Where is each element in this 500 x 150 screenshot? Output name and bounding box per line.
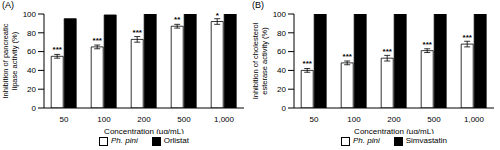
- svg-text:500: 500: [177, 115, 191, 124]
- svg-text:100: 100: [97, 115, 111, 124]
- svg-text:***: ***: [463, 33, 473, 42]
- svg-text:50: 50: [60, 115, 69, 124]
- svg-text:40: 40: [27, 66, 36, 75]
- svg-text:80: 80: [27, 29, 36, 38]
- svg-text:40: 40: [277, 66, 286, 75]
- html-text:(A): (A): [2, 0, 14, 10]
- svg-text:***: ***: [383, 47, 393, 56]
- svg-text:60: 60: [27, 47, 36, 56]
- svg-text:20: 20: [27, 85, 36, 94]
- svg-text:**: **: [174, 15, 181, 24]
- svg-text:1,000: 1,000: [214, 115, 235, 124]
- svg-text:100: 100: [273, 10, 287, 19]
- svg-text:Inhibition of pancreaticlipase: Inhibition of pancreaticlipase activity …: [8, 23, 19, 98]
- svg-text:60: 60: [277, 47, 286, 56]
- svg-text:200: 200: [387, 115, 401, 124]
- svg-text:Inhibition of cholesterolester: Inhibition of cholesterolesterase activi…: [251, 22, 269, 99]
- html-text:Orlistat: Orlistat: [163, 136, 189, 145]
- svg-text:***: ***: [343, 52, 353, 61]
- svg-text:1,000: 1,000: [464, 115, 485, 124]
- svg-text:***: ***: [53, 45, 63, 54]
- svg-text:500: 500: [427, 115, 441, 124]
- svg-text:0: 0: [282, 104, 287, 113]
- svg-text:Concentration (µg/mL): Concentration (µg/mL): [104, 127, 184, 134]
- html-text:Ph. pini: Ph. pini: [353, 136, 380, 145]
- svg-text:20: 20: [277, 85, 286, 94]
- svg-text:50: 50: [310, 115, 319, 124]
- html-text:Simvastatin: Simvastatin: [405, 136, 447, 145]
- svg-text:200: 200: [137, 115, 151, 124]
- svg-text:*: *: [216, 11, 220, 20]
- svg-text:***: ***: [133, 28, 143, 37]
- svg-text:80: 80: [277, 29, 286, 38]
- svg-text:100: 100: [347, 115, 361, 124]
- svg-text:***: ***: [423, 40, 433, 49]
- svg-text:0: 0: [32, 104, 37, 113]
- svg-text:***: ***: [93, 36, 103, 45]
- svg-text:Concentration (µg/mL): Concentration (µg/mL): [354, 127, 434, 134]
- svg-text:***: ***: [303, 59, 313, 68]
- svg-text:100: 100: [23, 10, 37, 19]
- html-text:Ph. pini: Ph. pini: [111, 136, 138, 145]
- html-text:(B): (B): [252, 0, 264, 10]
